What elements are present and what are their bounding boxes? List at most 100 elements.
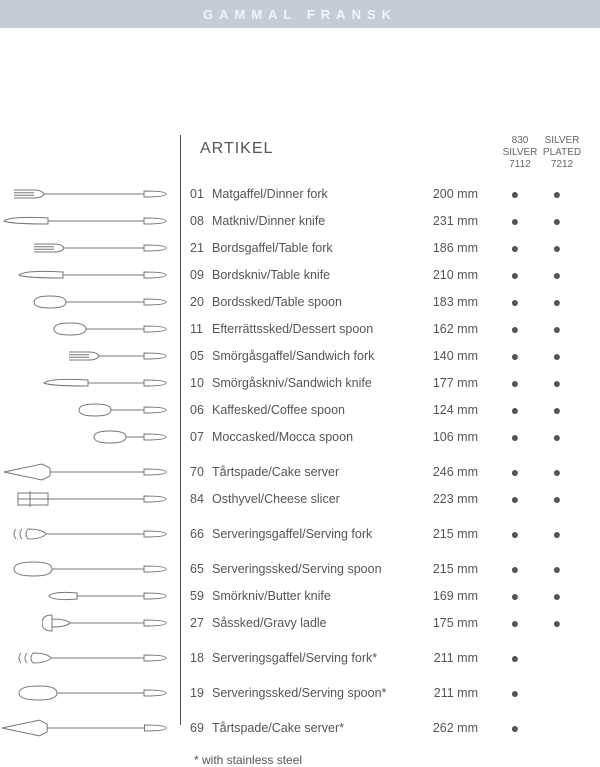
article-number: 21 xyxy=(178,241,208,255)
table-row: 21Bordsgaffel/Table fork186 mm●● xyxy=(0,234,600,261)
utensil-icon xyxy=(0,423,178,450)
article-name: Serveringsgaffel/Serving fork xyxy=(208,527,418,541)
table-row: 65Serveringssked/Serving spoon215 mm●● xyxy=(0,555,600,582)
article-number: 66 xyxy=(178,527,208,541)
utensil-icon xyxy=(0,342,178,369)
header-title: GAMMAL FRANSK xyxy=(203,7,397,22)
article-name: Såssked/Gravy ladle xyxy=(208,616,418,630)
utensil-icon xyxy=(0,396,178,423)
table-row: 08Matkniv/Dinner knife231 mm●● xyxy=(0,207,600,234)
availability-dot-1: ● xyxy=(494,721,536,735)
article-size: 211 mm xyxy=(418,686,478,700)
article-name: Bordssked/Table spoon xyxy=(208,295,418,309)
availability-dot-2: ● xyxy=(536,295,578,309)
availability-dot-1: ● xyxy=(494,616,536,630)
article-name: Smörkniv/Butter knife xyxy=(208,589,418,603)
article-size: 186 mm xyxy=(418,241,478,255)
article-size: 177 mm xyxy=(418,376,478,390)
availability-dot-1: ● xyxy=(494,562,536,576)
utensil-icon xyxy=(0,261,178,288)
utensil-icon xyxy=(0,714,178,741)
article-size: 183 mm xyxy=(418,295,478,309)
availability-dot-2: ● xyxy=(536,403,578,417)
article-size: 169 mm xyxy=(418,589,478,603)
table-row: 84Osthyvel/Cheese slicer223 mm●● xyxy=(0,485,600,512)
availability-dot-1: ● xyxy=(494,214,536,228)
article-size: 106 mm xyxy=(418,430,478,444)
article-name: Matkniv/Dinner knife xyxy=(208,214,418,228)
table-row: 27Såssked/Gravy ladle175 mm●● xyxy=(0,609,600,636)
availability-dot-1: ● xyxy=(494,492,536,506)
article-size: 211 mm xyxy=(418,651,478,665)
availability-dot-2: ● xyxy=(536,465,578,479)
article-name: Smörgåsgaffel/Sandwich fork xyxy=(208,349,418,363)
article-number: 27 xyxy=(178,616,208,630)
availability-dot-2: ● xyxy=(536,430,578,444)
utensil-icon xyxy=(0,234,178,261)
article-size: 215 mm xyxy=(418,527,478,541)
table-row: 20Bordssked/Table spoon183 mm ●● xyxy=(0,288,600,315)
table-row: 09Bordskniv/Table knife210 mm●● xyxy=(0,261,600,288)
article-name: Efterrättssked/Dessert spoon xyxy=(208,322,418,336)
article-size: 231 mm xyxy=(418,214,478,228)
table-row: 11Efterrättssked/Dessert spoon162 mm●● xyxy=(0,315,600,342)
utensil-icon xyxy=(0,520,178,547)
availability-dot-1: ● xyxy=(494,349,536,363)
availability-dot-2: ● xyxy=(536,589,578,603)
article-number: 11 xyxy=(178,322,208,336)
availability-dot-2: ● xyxy=(536,492,578,506)
availability-dot-1: ● xyxy=(494,465,536,479)
utensil-icon xyxy=(0,609,178,636)
article-name: Tårtspade/Cake server* xyxy=(208,721,418,735)
article-name: Serveringssked/Serving spoon* xyxy=(208,686,418,700)
table-row: 01Matgaffel/Dinner fork200 mm●● xyxy=(0,180,600,207)
utensil-icon xyxy=(0,288,178,315)
article-name: Tårtspade/Cake server xyxy=(208,465,418,479)
article-number: 07 xyxy=(178,430,208,444)
availability-dot-1: ● xyxy=(494,295,536,309)
article-number: 06 xyxy=(178,403,208,417)
utensil-icon xyxy=(0,369,178,396)
header-bar: GAMMAL FRANSK xyxy=(0,0,600,28)
column-headers: 830 SILVER 7112 SILVER PLATED 7212 xyxy=(499,135,583,171)
availability-dot-1: ● xyxy=(494,430,536,444)
col-header-2: SILVER PLATED 7212 xyxy=(541,135,583,171)
table-row: 10Smörgåskniv/Sandwich knife177 mm●● xyxy=(0,369,600,396)
article-number: 65 xyxy=(178,562,208,576)
availability-dot-2: ● xyxy=(536,322,578,336)
utensil-icon xyxy=(0,458,178,485)
availability-dot-2: ● xyxy=(536,268,578,282)
availability-dot-1: ● xyxy=(494,376,536,390)
table-row: 06Kaffesked/Coffee spoon124 mm●● xyxy=(0,396,600,423)
utensil-icon xyxy=(0,582,178,609)
availability-dot-2: ● xyxy=(536,616,578,630)
article-name: Smörgåskniv/Sandwich knife xyxy=(208,376,418,390)
article-number: 18 xyxy=(178,651,208,665)
footnote: * with stainless steel xyxy=(194,753,302,767)
availability-dot-2: ● xyxy=(536,187,578,201)
article-number: 19 xyxy=(178,686,208,700)
table-row: 19Serveringssked/Serving spoon*211 mm ● xyxy=(0,679,600,706)
col-header-1: 830 SILVER 7112 xyxy=(499,135,541,171)
article-number: 08 xyxy=(178,214,208,228)
availability-dot-1: ● xyxy=(494,527,536,541)
article-number: 20 xyxy=(178,295,208,309)
article-size: 262 mm xyxy=(418,721,478,735)
article-name: Bordsgaffel/Table fork xyxy=(208,241,418,255)
availability-dot-1: ● xyxy=(494,686,536,700)
availability-dot-2: ● xyxy=(536,527,578,541)
article-size: 223 mm xyxy=(418,492,478,506)
table-row: 07Moccasked/Mocca spoon106 mm●● xyxy=(0,423,600,450)
availability-dot-2: ● xyxy=(536,241,578,255)
article-number: 69 xyxy=(178,721,208,735)
utensil-icon xyxy=(0,180,178,207)
article-number: 01 xyxy=(178,187,208,201)
availability-dot-2: ● xyxy=(536,349,578,363)
article-number: 10 xyxy=(178,376,208,390)
article-size: 210 mm xyxy=(418,268,478,282)
availability-dot-1: ● xyxy=(494,651,536,665)
availability-dot-1: ● xyxy=(494,187,536,201)
table-row: 05Smörgåsgaffel/Sandwich fork140 mm●● xyxy=(0,342,600,369)
article-name: Osthyvel/Cheese slicer xyxy=(208,492,418,506)
table-row: 69Tårtspade/Cake server*262 mm ● xyxy=(0,714,600,741)
